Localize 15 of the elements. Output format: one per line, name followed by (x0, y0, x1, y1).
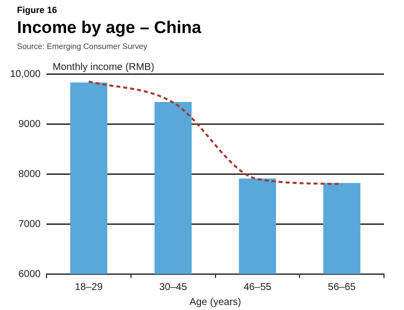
y-tick-label: 8000 (18, 168, 42, 180)
y-tick-label: 9000 (18, 118, 42, 130)
x-tick-label: 56–65 (328, 282, 356, 293)
x-tick-label: 18–29 (74, 282, 104, 293)
source-note: Source: Emerging Consumer Survey (17, 42, 148, 51)
chart-title: Income by age – China (17, 18, 202, 38)
y-tick-label: 6000 (18, 268, 42, 280)
x-tick-label: 30–45 (159, 282, 188, 293)
y-axis-title: Monthly income (RMB) (52, 62, 154, 73)
y-tick-label: 10,000 (10, 68, 42, 80)
x-tick-label: 46–55 (244, 282, 272, 293)
line-series (88, 80, 343, 185)
x-axis-title: Age (years) (189, 296, 242, 308)
y-tick-label: 7000 (18, 218, 42, 230)
caption: Figure 16 (17, 5, 58, 15)
